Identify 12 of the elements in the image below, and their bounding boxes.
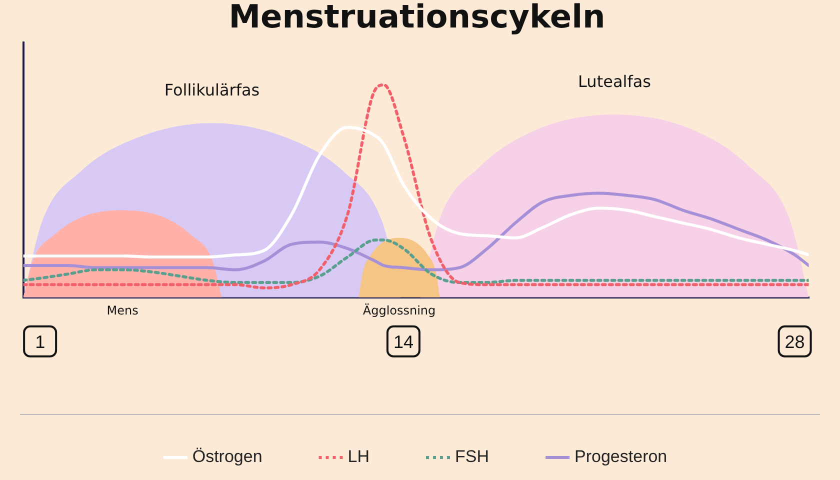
annotation: Follikulärfas bbox=[164, 80, 260, 100]
text: Mens bbox=[106, 304, 138, 318]
legend-label: Östrogen bbox=[192, 447, 262, 466]
legend-label: Progesteron bbox=[574, 447, 668, 466]
legend-label: LH bbox=[348, 447, 370, 466]
x-tick-label: 28 bbox=[784, 332, 805, 352]
chart-title: Menstruationscykeln bbox=[228, 0, 606, 36]
x-tick-label: 14 bbox=[393, 332, 414, 352]
annotation: Lutealfas bbox=[578, 72, 651, 91]
x-tick-label: 1 bbox=[35, 332, 46, 352]
legend-label: FSH bbox=[455, 447, 490, 466]
text: Ägglossning bbox=[362, 304, 436, 318]
